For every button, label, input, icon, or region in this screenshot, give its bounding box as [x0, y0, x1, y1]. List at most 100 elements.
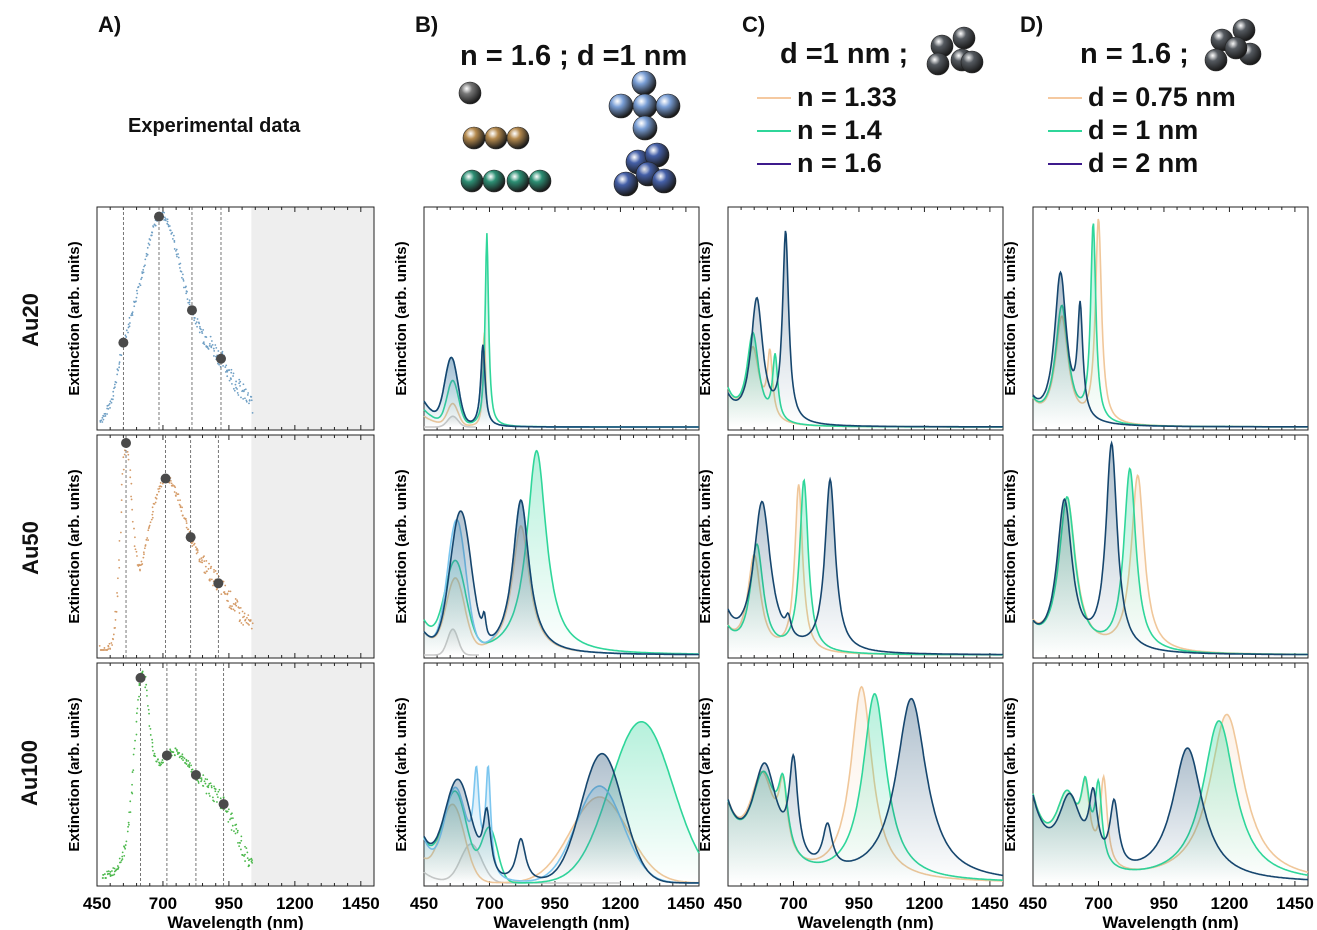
data-point [98, 644, 101, 647]
data-point [116, 577, 119, 580]
data-point [185, 760, 188, 762]
x-tick-label: 450 [410, 894, 438, 913]
plot-frame [423, 434, 700, 659]
data-point [135, 712, 138, 715]
y-axis-label: Extinction (arb. units) [697, 469, 714, 623]
data-point [166, 218, 169, 221]
x-tick-label: 1450 [667, 894, 705, 913]
data-point [250, 395, 253, 398]
data-point [209, 567, 212, 570]
x-tick-label: 1200 [1211, 894, 1249, 913]
data-point [218, 363, 221, 366]
data-point [179, 267, 181, 269]
peak-marker [153, 211, 164, 222]
data-point [104, 412, 107, 415]
compact-cluster-sphere-icon [613, 171, 639, 197]
data-point [226, 810, 229, 813]
plot-frame [423, 662, 700, 887]
data-point [246, 851, 249, 854]
data-point [152, 749, 154, 752]
panel-d-title: n = 1.6 ; [1080, 38, 1189, 70]
data-point [235, 604, 238, 607]
data-point [237, 394, 240, 396]
data-point [175, 492, 178, 494]
y-axis-label: Extinction (arb. units) [1002, 697, 1019, 851]
data-point [251, 861, 254, 864]
data-point [142, 268, 145, 271]
legend-label: n = 1.33 [797, 82, 897, 112]
data-point [188, 301, 191, 304]
data-point [163, 216, 166, 219]
trimer-sphere-icon [506, 169, 530, 193]
data-point [154, 755, 157, 758]
data-point [229, 605, 232, 607]
dimer-sphere-icon [484, 126, 508, 150]
data-point [236, 392, 239, 394]
data-point [193, 319, 196, 322]
data-point [158, 487, 161, 490]
data-point [116, 373, 119, 376]
data-point [146, 705, 149, 707]
legend-swatch [757, 96, 791, 99]
x-tick-label: 700 [1084, 894, 1112, 913]
data-point [231, 812, 233, 815]
data-point [234, 598, 237, 600]
cluster-sphere-icon [952, 26, 976, 50]
data-point [116, 595, 119, 598]
legend-item: n = 1.33 [757, 82, 897, 113]
data-point [208, 792, 210, 795]
data-point [173, 491, 176, 493]
data-point [102, 877, 104, 879]
data-point [163, 219, 166, 221]
data-point [232, 608, 235, 611]
data-point [189, 762, 191, 764]
dimer-sphere-icon [462, 126, 486, 150]
data-point [224, 593, 227, 595]
data-point [193, 542, 196, 545]
data-point [206, 778, 209, 781]
data-point [134, 536, 136, 539]
data-point [205, 336, 208, 338]
data-point [198, 322, 201, 325]
data-point [137, 285, 140, 288]
data-point [245, 399, 248, 402]
data-point [186, 298, 189, 301]
data-point [128, 316, 131, 319]
data-point [200, 330, 203, 333]
data-point [166, 220, 169, 223]
data-point [211, 796, 214, 799]
data-point [140, 276, 143, 279]
data-point [235, 827, 238, 830]
data-point [146, 695, 148, 697]
data-point [185, 517, 187, 520]
data-point [200, 780, 202, 783]
data-point [246, 616, 248, 619]
data-point [210, 565, 213, 568]
data-point [118, 363, 121, 365]
data-point [240, 835, 243, 838]
shaded-region [251, 435, 374, 658]
data-point [132, 769, 135, 772]
data-point [213, 355, 215, 357]
data-point [172, 751, 175, 754]
data-point [204, 782, 207, 785]
data-point [160, 763, 162, 766]
data-point [127, 323, 130, 326]
data-point [107, 872, 110, 875]
panel-b-title: n = 1.6 ; d =1 nm [460, 40, 688, 72]
data-point [176, 255, 178, 258]
y-axis-label: Extinction (arb. units) [1002, 469, 1019, 623]
data-point [149, 728, 152, 730]
data-point [125, 336, 128, 338]
data-point [153, 503, 156, 505]
data-point [113, 873, 116, 876]
spectrum-fill [728, 480, 1003, 655]
data-point [209, 782, 212, 785]
data-point [175, 253, 178, 256]
data-point [213, 800, 215, 803]
data-point [140, 560, 143, 563]
peak-marker [135, 672, 146, 683]
data-point [230, 829, 233, 831]
data-point [244, 397, 246, 400]
